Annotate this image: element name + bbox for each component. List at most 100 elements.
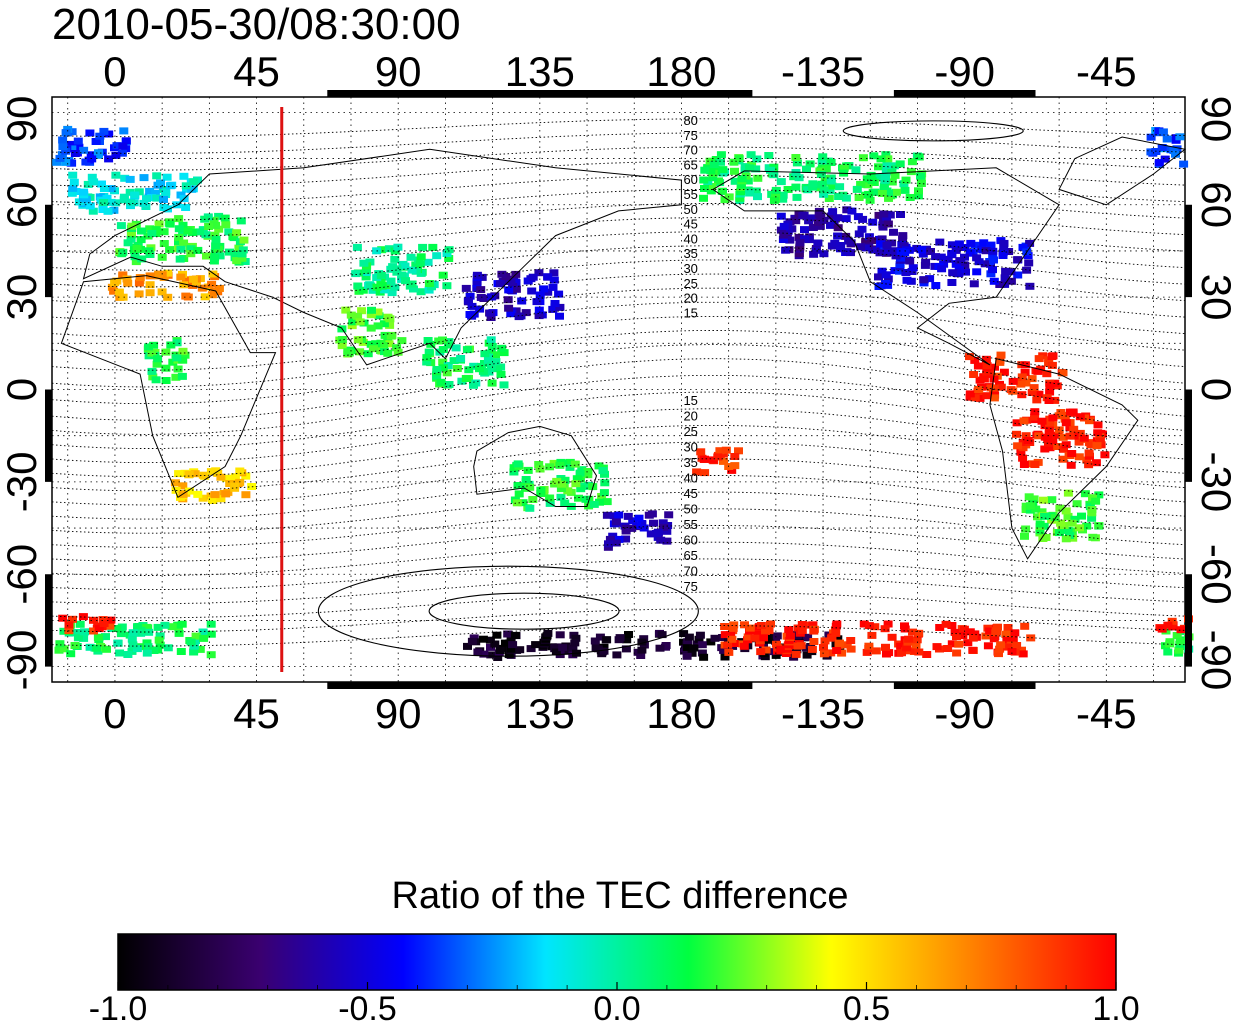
tec-cell: [1017, 391, 1026, 398]
tec-cell: [874, 273, 883, 280]
tec-cell: [622, 525, 631, 532]
tec-cell: [1032, 396, 1041, 403]
tec-cell: [1013, 442, 1022, 449]
tec-cell: [766, 621, 775, 628]
tec-cell: [119, 294, 128, 301]
tec-cell: [527, 288, 536, 295]
tec-cell: [473, 272, 482, 279]
tec-cell: [212, 236, 221, 243]
tec-cell: [834, 193, 843, 200]
tec-cell: [1155, 159, 1164, 166]
tec-cell: [664, 511, 673, 518]
tec-cell: [600, 489, 609, 496]
tec-cell: [902, 177, 911, 184]
tec-cell: [637, 647, 646, 654]
tec-cell: [784, 626, 793, 633]
tec-cell: [969, 371, 978, 378]
latitude-tick-label-right: -90: [1193, 630, 1240, 691]
tec-cell: [353, 283, 362, 290]
tec-cell: [511, 632, 520, 639]
tec-cell: [338, 336, 347, 343]
tec-cell: [452, 344, 461, 351]
tec-cell: [855, 230, 864, 237]
longitude-tick-label-top: -45: [1076, 48, 1137, 95]
tec-cell: [385, 315, 394, 322]
tec-cell: [864, 191, 873, 198]
tec-cell: [71, 150, 80, 157]
tec-cell: [179, 348, 188, 355]
tec-cell: [809, 251, 818, 258]
tec-cell: [221, 490, 230, 497]
tec-cell: [1048, 353, 1057, 360]
tec-cell: [997, 352, 1006, 359]
tec-cell: [1048, 414, 1057, 421]
tec-cell: [645, 512, 654, 519]
tec-cell: [794, 643, 803, 650]
tec-cell: [1000, 240, 1009, 247]
tec-cell: [793, 194, 802, 201]
tec-cell: [816, 213, 825, 220]
tec-cell: [149, 342, 158, 349]
tec-cell: [722, 447, 731, 454]
tec-cell: [353, 244, 362, 251]
tec-cell: [855, 194, 864, 201]
tec-cell: [1100, 451, 1109, 458]
tec-cell: [221, 215, 230, 222]
tec-cell: [89, 178, 98, 185]
tec-cell: [462, 375, 471, 382]
tec-cell: [202, 253, 211, 260]
frame-bar-left: [45, 390, 52, 482]
tec-cell: [984, 642, 993, 649]
tec-cell: [813, 240, 822, 247]
tec-cell: [172, 354, 181, 361]
tec-cell: [685, 634, 694, 641]
tec-cell: [65, 621, 74, 628]
tec-cell: [730, 168, 739, 175]
tec-cell: [914, 187, 923, 194]
tec-cell: [916, 173, 925, 180]
tec-cell: [918, 246, 927, 253]
tec-cell: [903, 277, 912, 284]
longitude-tick-label-bottom: -90: [934, 690, 995, 737]
tec-cell: [968, 647, 977, 654]
colorbar: -1.0 -0.5 0.0 0.5 1.0: [0, 914, 1240, 1024]
tec-cell: [1093, 442, 1102, 449]
tec-cell: [232, 257, 241, 264]
tec-cell: [947, 279, 956, 286]
tec-cell: [851, 166, 860, 173]
tec-cell: [847, 646, 856, 653]
tec-cell: [351, 270, 360, 277]
tec-cell: [865, 622, 874, 629]
tec-cell: [439, 272, 448, 279]
tec-cell: [487, 336, 496, 343]
tec-cell: [922, 651, 931, 658]
tec-cell: [1020, 623, 1029, 630]
longitude-tick-label-top: -135: [781, 48, 865, 95]
tec-cell: [473, 649, 482, 656]
frame-bar-bottom: [611, 682, 753, 689]
tec-cell: [700, 456, 709, 463]
tec-cell: [239, 237, 248, 244]
tec-cell: [901, 187, 910, 194]
tec-cell: [699, 654, 708, 661]
tec-cell: [187, 639, 196, 646]
tec-cell: [181, 204, 190, 211]
tec-cell: [359, 260, 368, 267]
tec-cell: [221, 221, 230, 228]
tec-cell: [207, 281, 216, 288]
longitude-tick-label-top: 45: [233, 48, 280, 95]
tec-cell: [437, 379, 446, 386]
tec-cell: [152, 172, 161, 179]
colorbar-tick-label: 1.0: [1092, 990, 1139, 1024]
tec-cell: [842, 215, 851, 222]
tec-cell: [786, 633, 795, 640]
tec-cell: [545, 463, 554, 470]
tec-cell: [62, 129, 71, 136]
tec-cell: [711, 635, 720, 642]
tec-cell: [698, 641, 707, 648]
tec-cell: [120, 194, 129, 201]
tec-cell: [858, 216, 867, 223]
longitude-tick-label-bottom: -45: [1076, 690, 1137, 737]
tec-cell: [729, 159, 738, 166]
tec-cell: [207, 468, 216, 475]
